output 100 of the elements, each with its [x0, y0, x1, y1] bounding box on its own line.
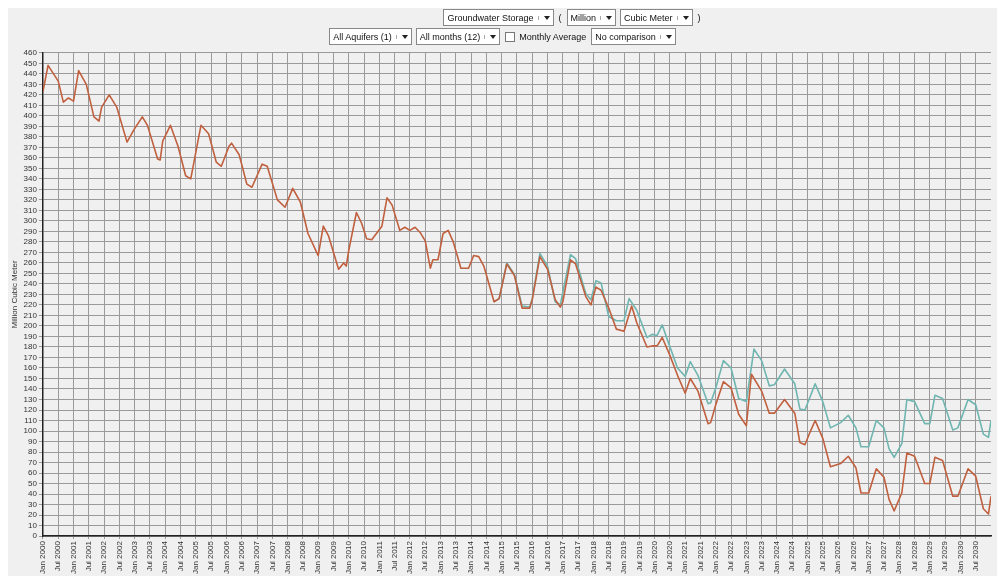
y-tick-label: 180	[23, 342, 38, 352]
y-tick-label: 420	[23, 90, 38, 100]
y-tick-label: 220	[23, 300, 38, 310]
text: All months (12)	[419, 31, 481, 42]
y-tick-label: 340	[23, 174, 38, 184]
y-tick-label: 320	[23, 195, 38, 205]
x-tick-label: Jan 2028	[894, 540, 904, 574]
x-tick-label: Jul 2005	[206, 540, 216, 572]
x-tick-label: Jul 2018	[603, 540, 613, 572]
y-tick-label: 230	[23, 289, 38, 299]
text: Million	[570, 12, 597, 23]
x-tick-label: Jul 2020	[665, 540, 675, 572]
x-tick-label: Jan 2008	[282, 540, 292, 574]
x-tick-label: Jul 2026	[848, 540, 858, 572]
x-tick-label: Jan 2003	[129, 540, 139, 574]
y-tick-label: 60	[28, 468, 38, 478]
x-tick-label: Jan 2027	[863, 540, 873, 574]
x-tick-label: Jan 2016	[527, 540, 537, 574]
x-tick-label: Jul 2028	[909, 540, 919, 572]
x-tick-label: Jan 2009	[313, 540, 323, 574]
x-tick-label: Jul 2030	[970, 540, 980, 572]
x-tick-label: Jan 2022	[710, 540, 720, 574]
x-tick-label: Jan 2020	[649, 540, 659, 574]
y-tick-label: 70	[28, 457, 38, 467]
x-tick-label: Jul 2001	[84, 540, 94, 572]
x-tick-label: Jul 2008	[298, 540, 308, 572]
x-tick-label: Jul 2023	[756, 540, 766, 572]
y-tick-label: 290	[23, 226, 38, 236]
y-tick-label: 210	[23, 310, 38, 320]
y-tick-label: 30	[28, 499, 38, 509]
y-tick-label: 450	[23, 58, 38, 68]
x-tick-label: Jan 2005	[191, 540, 201, 574]
y-axis-title: Million Cubic Meter	[10, 260, 19, 329]
y-tick-label: 350	[23, 163, 38, 173]
x-tick-label: Jan 2007	[252, 540, 262, 574]
x-tick-label: Jan 2030	[955, 540, 965, 574]
text: Cubic Meter	[624, 12, 673, 23]
x-tick-label: Jul 2024	[787, 540, 797, 572]
x-tick-label: Jul 2015	[512, 540, 522, 572]
x-tick-label: Jan 2012	[405, 540, 415, 574]
x-tick-label: Jan 2029	[925, 540, 935, 574]
x-tick-label: Jul 2029	[940, 540, 950, 572]
x-tick-label: Jul 2002	[114, 540, 124, 572]
y-tick-label: 380	[23, 132, 38, 142]
x-tick-label: Jan 2026	[833, 540, 843, 574]
y-tick-label: 460	[23, 48, 38, 57]
text: Groundwater Storage	[447, 12, 534, 23]
x-tick-label: Jul 2007	[267, 540, 277, 572]
y-tick-label: 360	[23, 153, 38, 163]
y-tick-label: 50	[28, 478, 38, 488]
x-tick-label: Jan 2010	[343, 540, 353, 574]
y-tick-label: 0	[32, 531, 38, 541]
y-tick-label: 240	[23, 279, 38, 289]
x-tick-label: Jan 2013	[435, 540, 445, 574]
y-tick-label: 10	[28, 520, 38, 530]
x-tick-label: Jul 2011	[389, 540, 399, 571]
text: No comparison	[595, 31, 656, 42]
text: )	[697, 12, 701, 23]
x-tick-label: Jan 2006	[221, 540, 231, 574]
x-tick-label: Jul 2013	[451, 540, 461, 572]
y-tick-label: 440	[23, 69, 38, 79]
y-tick-label: 410	[23, 100, 38, 110]
x-tick-label: Jan 2024	[772, 540, 782, 574]
y-tick-label: 400	[23, 111, 38, 121]
x-tick-label: Jul 2010	[359, 540, 369, 572]
x-tick-label: Jan 2004	[160, 540, 170, 574]
x-tick-label: Jul 2003	[145, 540, 155, 572]
y-tick-label: 260	[23, 258, 38, 268]
x-tick-label: Jan 2014	[466, 540, 476, 574]
y-tick-label: 430	[23, 79, 38, 89]
x-tick-label: Jan 2001	[68, 540, 78, 574]
y-tick-label: 390	[23, 121, 38, 131]
x-tick-label: Jul 2021	[695, 540, 705, 572]
x-tick-label: Jul 2009	[328, 540, 338, 572]
y-tick-label: 190	[23, 331, 38, 341]
y-tick-label: 110	[24, 415, 38, 425]
y-tick-label: 90	[28, 436, 38, 446]
x-tick-label: Jul 2022	[726, 540, 736, 572]
x-tick-label: Jan 2002	[99, 540, 109, 574]
x-tick-label: Jan 2019	[619, 540, 629, 574]
y-tick-label: 20	[28, 510, 38, 520]
y-tick-label: 300	[23, 216, 38, 226]
text: All Aquifers (1)	[333, 31, 392, 42]
y-tick-label: 330	[23, 184, 38, 194]
x-tick-label: Jan 2021	[680, 540, 690, 574]
y-tick-label: 170	[23, 352, 38, 362]
y-tick-label: 160	[23, 363, 38, 373]
x-tick-label: Jul 2000	[53, 540, 63, 572]
x-tick-label: Jul 2006	[236, 540, 246, 572]
x-tick-label: Jul 2014	[481, 540, 491, 572]
x-tick-label: Jul 2012	[420, 540, 430, 572]
y-tick-label: 120	[23, 405, 38, 415]
x-tick-label: Jul 2027	[879, 540, 889, 572]
x-tick-label: Jan 2025	[802, 540, 812, 574]
y-tick-label: 280	[23, 237, 38, 247]
x-tick-label: Jan 2011	[374, 540, 384, 574]
y-tick-label: 130	[23, 394, 38, 404]
x-tick-label: Jul 2019	[634, 540, 644, 572]
y-tick-label: 200	[23, 321, 38, 331]
x-tick-label: Jan 2018	[588, 540, 598, 574]
